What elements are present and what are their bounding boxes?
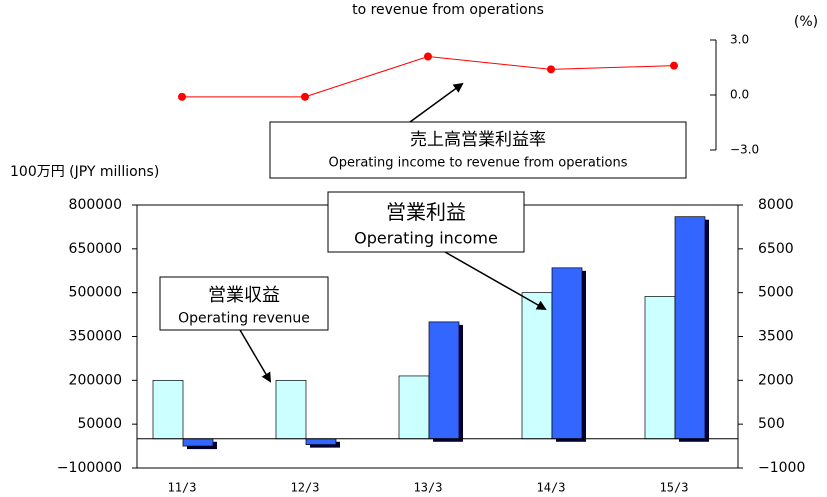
annotation-box [327,191,525,253]
bar [674,216,706,440]
y-tick-label: 650000 [69,241,122,257]
y-tick-label: 50000 [77,416,122,432]
annotation-text: Operating income [354,228,498,247]
x-tick-label: 12/3 [291,481,320,495]
annotation-box [269,121,687,179]
annotation-box [159,276,329,331]
y-tick-label: 200000 [69,372,122,388]
y-tick-label: −3.0 [730,143,759,157]
annotation-text: 営業利益 [386,200,466,224]
y2-tick-label: 3500 [758,329,794,345]
annotation-text: 売上高営業利益率 [410,130,546,150]
y-tick-label: 0.0 [730,88,749,102]
x-tick-label: 15/3 [660,481,689,495]
y-tick-label: 350000 [69,329,122,345]
ratio-line [182,55,675,98]
ratio-point [178,92,186,101]
x-tick-label: 13/3 [414,481,443,495]
arrow [239,329,272,383]
y-tick-label: −100000 [57,460,122,476]
y-axis-label: 100万円 (JPY millions) [10,164,159,180]
annotation-text: Operating revenue [178,310,310,326]
annotation-text: 営業収益 [208,285,280,306]
y2-tick-label: 5000 [758,285,794,301]
arrow [409,82,464,123]
bar [521,292,553,440]
bar [275,379,307,440]
y-tick-label: 800000 [69,197,122,213]
y2-tick-label: −1000 [758,460,805,476]
top-unit: (%) [794,14,818,30]
ratio-point [301,92,309,101]
y2-tick-label: 2000 [758,372,794,388]
bar [182,438,214,447]
bar [398,375,430,440]
arrow [444,251,547,310]
y-tick-label: 500000 [69,285,122,301]
y2-tick-label: 500 [758,416,785,432]
y-tick-label: 3.0 [730,33,749,47]
bar [644,296,676,440]
y2-tick-label: 8000 [758,197,794,213]
bar [152,379,184,440]
x-tick-label: 14/3 [537,481,566,495]
ratio-point [670,61,678,70]
ratio-point [547,65,555,74]
ratio-point [424,52,432,61]
bar [551,267,583,440]
top-title: to revenue from operations [352,2,544,18]
bar [305,438,337,445]
bar [428,321,460,440]
annotation-text: Operating income to revenue from operati… [329,156,628,171]
y2-tick-label: 6500 [758,241,794,257]
x-tick-label: 11/3 [168,481,197,495]
